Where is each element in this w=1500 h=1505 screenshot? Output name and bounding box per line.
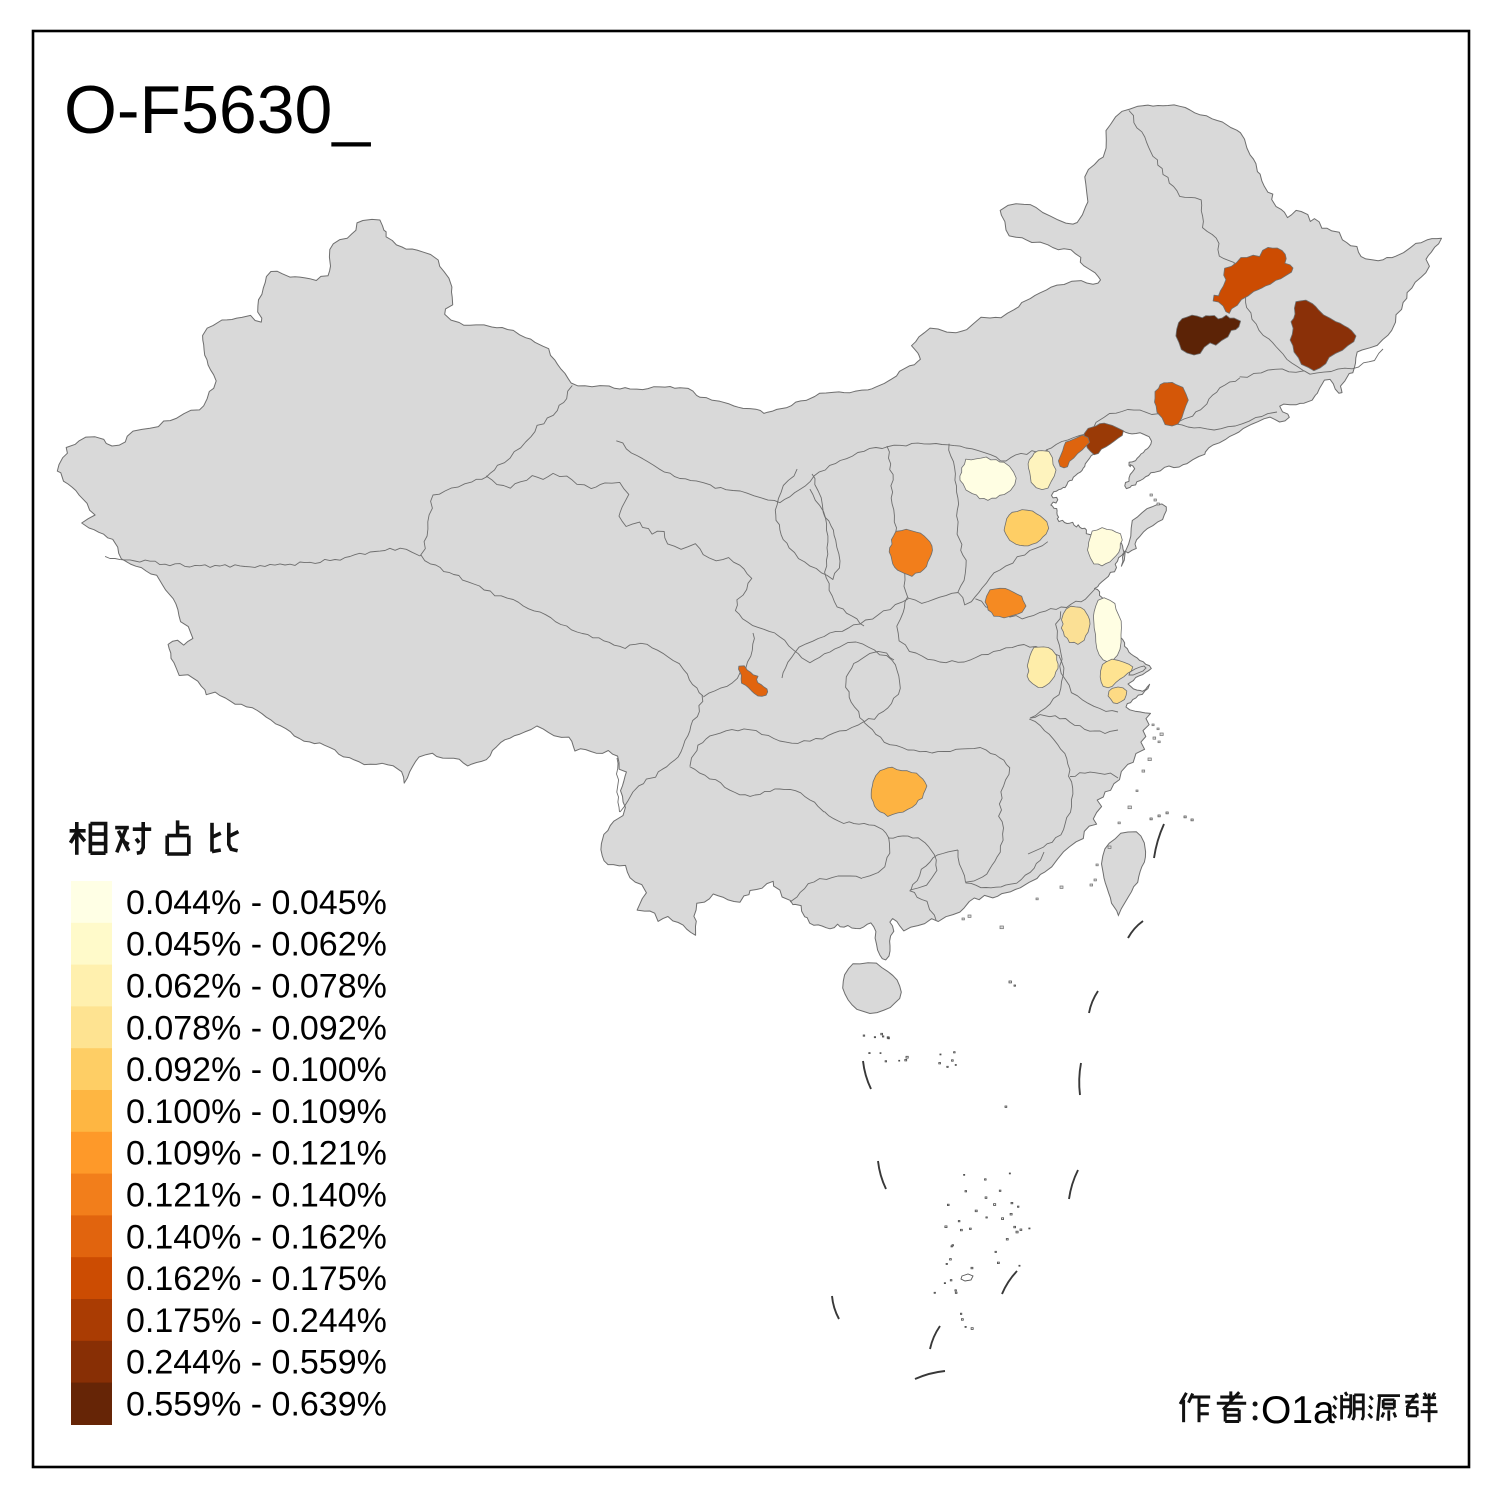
svg-text:O1a: O1a xyxy=(1261,1389,1335,1432)
svg-text:0.109% - 0.121%: 0.109% - 0.121% xyxy=(126,1135,387,1173)
svg-text:0.062% - 0.078%: 0.062% - 0.078% xyxy=(126,968,387,1006)
svg-text:0.078% - 0.092%: 0.078% - 0.092% xyxy=(126,1009,387,1047)
svg-text:0.045% - 0.062%: 0.045% - 0.062% xyxy=(126,926,387,964)
svg-text:0.140% - 0.162%: 0.140% - 0.162% xyxy=(126,1218,387,1256)
svg-text:0.100% - 0.109%: 0.100% - 0.109% xyxy=(126,1093,387,1131)
svg-text:O-F5630_: O-F5630_ xyxy=(64,72,371,148)
svg-text:0.559% - 0.639%: 0.559% - 0.639% xyxy=(126,1386,387,1424)
svg-text:0.162% - 0.175%: 0.162% - 0.175% xyxy=(126,1260,387,1298)
svg-text:0.092% - 0.100%: 0.092% - 0.100% xyxy=(126,1051,387,1089)
svg-text:0.044% - 0.045%: 0.044% - 0.045% xyxy=(126,884,387,922)
svg-text:0.175% - 0.244%: 0.175% - 0.244% xyxy=(126,1302,387,1340)
svg-text:0.244% - 0.559%: 0.244% - 0.559% xyxy=(126,1344,387,1382)
svg-text:0.121% - 0.140%: 0.121% - 0.140% xyxy=(126,1177,387,1215)
